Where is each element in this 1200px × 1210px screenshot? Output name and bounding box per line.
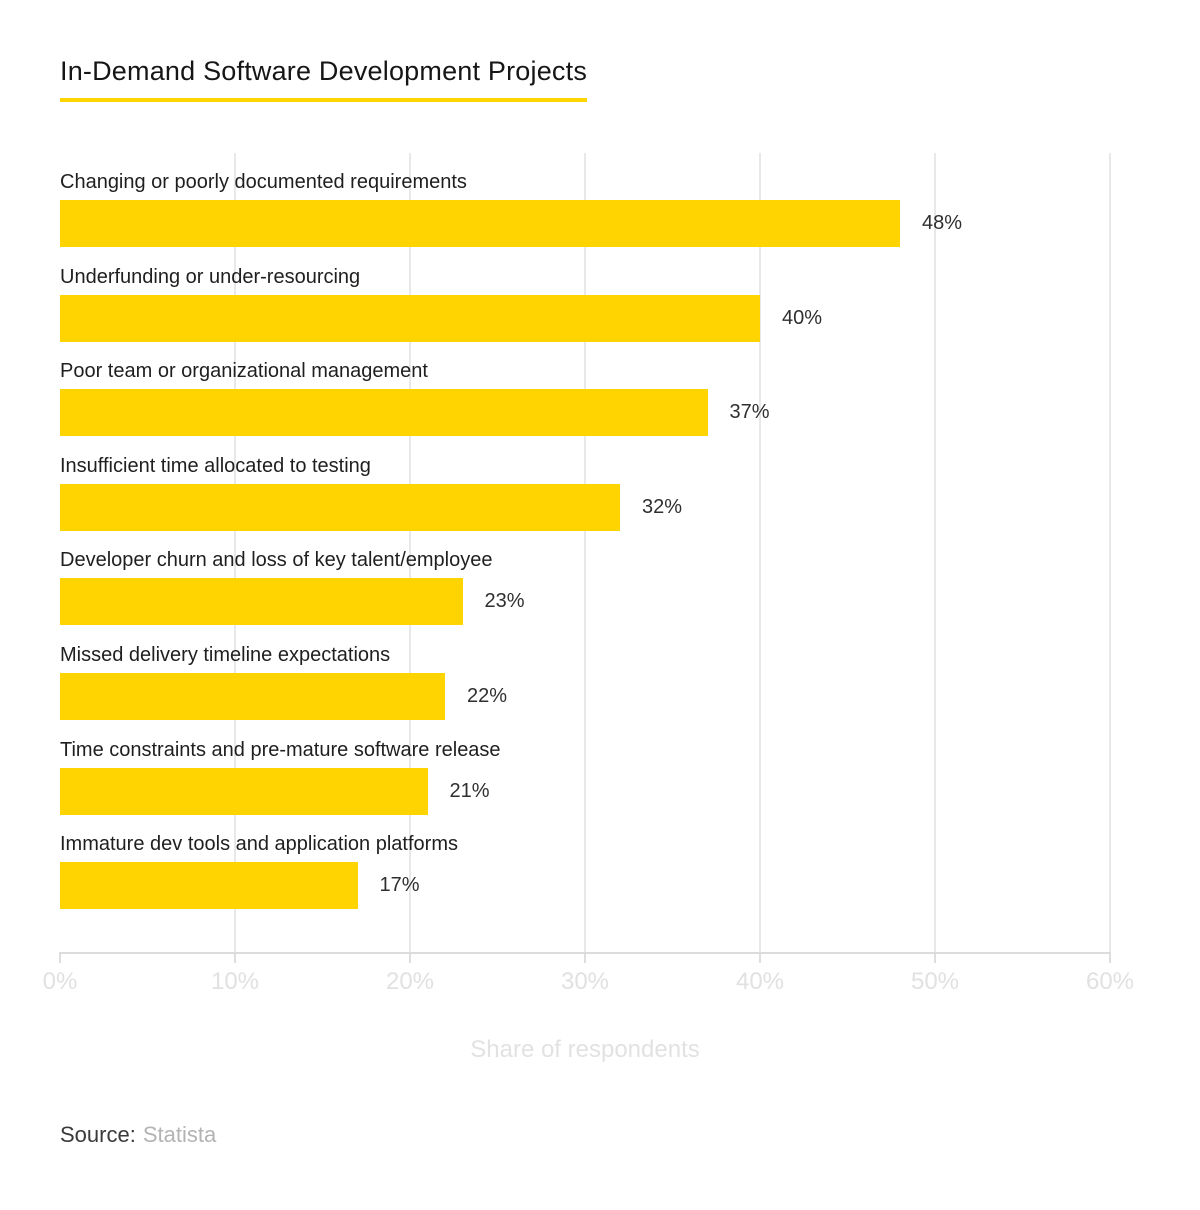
bar-group: Immature dev tools and application platf…: [60, 832, 1110, 909]
x-axis-title: Share of respondents: [470, 1036, 700, 1063]
bar-group: Poor team or organizational management 37…: [60, 359, 1110, 436]
bar-group: Developer churn and loss of key talent/e…: [60, 548, 1110, 625]
bar-category-label: Developer churn and loss of key talent/e…: [60, 549, 493, 571]
bar-row: 48%: [60, 200, 1110, 247]
bar-value-label: 22%: [467, 685, 508, 707]
bar-row: 32%: [60, 484, 1110, 531]
bar-category-label: Time constraints and pre-mature software…: [60, 739, 501, 761]
x-tick-label-40: 40%: [735, 968, 785, 995]
gridline-10: [234, 153, 236, 963]
bar: [60, 578, 463, 625]
axis-tick-60: [1109, 952, 1111, 963]
bar-category-label: Insufficient time allocated to testing: [60, 455, 371, 477]
bar-row: 37%: [60, 389, 1110, 436]
bar-group: Time constraints and pre-mature software…: [60, 738, 1110, 815]
gridline-30: [584, 153, 586, 963]
bar-value-label: 21%: [449, 780, 490, 802]
bar-row: 21%: [60, 768, 1110, 815]
x-tick-label-30: 30%: [560, 968, 610, 995]
bar-value-label: 40%: [782, 307, 823, 329]
axis-tick-0: [59, 952, 61, 963]
bar: [60, 484, 620, 531]
bar-row: 17%: [60, 862, 1110, 909]
bar: [60, 768, 428, 815]
axis-tick-40: [759, 952, 761, 963]
x-tick-label-0: 0%: [42, 968, 78, 995]
chart-title: In-Demand Software Development Projects: [60, 56, 588, 102]
x-tick-label-50: 50%: [910, 968, 960, 995]
bar: [60, 673, 445, 720]
bar: [60, 862, 358, 909]
x-tick-label-60: 60%: [1085, 968, 1135, 995]
source-label: Source:: [60, 1122, 136, 1147]
bar-category-label: Poor team or organizational management: [60, 360, 428, 382]
bar-group: Missed delivery timeline expectations 22%: [60, 643, 1110, 720]
bar-category-label: Changing or poorly documented requiremen…: [60, 171, 467, 193]
axis-tick-30: [584, 952, 586, 963]
bar-row: 40%: [60, 295, 1110, 342]
axis-tick-50: [934, 952, 936, 963]
bar-row: 23%: [60, 578, 1110, 625]
axis-tick-20: [409, 952, 411, 963]
bar-value-label: 17%: [379, 874, 420, 896]
bar-category-label: Missed delivery timeline expectations: [60, 644, 391, 666]
bar-value-label: 32%: [642, 496, 683, 518]
plot-area: 0% 10% 20% 30% 40% 50% 60% Changing or poorly d…: [43, 153, 1134, 995]
bar-value-label: 48%: [922, 212, 963, 234]
bar-group: Insufficient time allocated to testing 32…: [60, 454, 1110, 531]
bar-row: 22%: [60, 673, 1110, 720]
axis-tick-10: [234, 952, 236, 963]
bar-group: Underfunding or under-resourcing 40%: [60, 265, 1110, 342]
bar-value-label: 23%: [484, 590, 525, 612]
x-tick-label-10: 10%: [210, 968, 260, 995]
gridline-60: [1109, 153, 1111, 963]
bar-category-label: Immature dev tools and application platf…: [60, 833, 458, 855]
bar: [60, 295, 760, 342]
source-line: Source: Statista: [60, 1122, 216, 1148]
gridline-50: [934, 153, 936, 963]
x-axis-line: [60, 952, 1110, 954]
bar: [60, 200, 900, 247]
x-tick-label-20: 20%: [385, 968, 435, 995]
source-value: Statista: [142, 1122, 217, 1147]
bar: [60, 389, 708, 436]
gridline-20: [409, 153, 411, 963]
bar-group: Changing or poorly documented requiremen…: [60, 170, 1110, 247]
bar-category-label: Underfunding or under-resourcing: [60, 266, 361, 288]
bar-value-label: 37%: [729, 401, 770, 423]
gridline-40: [759, 153, 761, 963]
